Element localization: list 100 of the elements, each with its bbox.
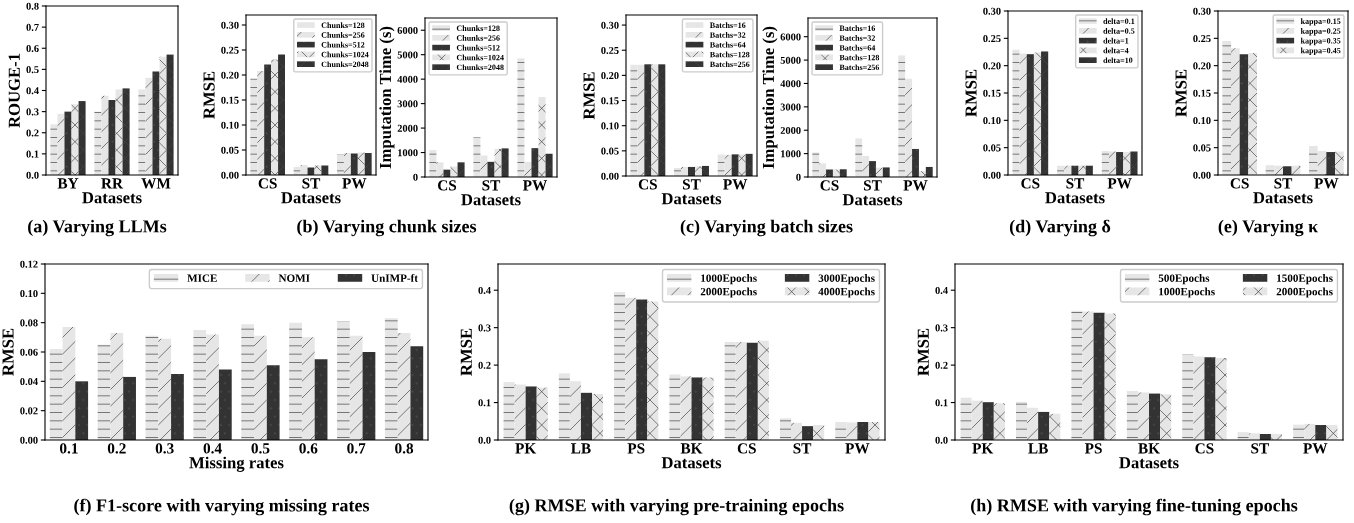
y-tick-label: 0.3 <box>935 324 948 332</box>
y-tick-label: 0.0 <box>478 436 491 444</box>
bar <box>868 422 880 440</box>
bar <box>1116 152 1124 175</box>
bar <box>651 64 659 176</box>
x-tick-label: 0.3 <box>155 443 174 454</box>
legend-label: 3000Epochs <box>818 274 875 285</box>
legend-label: 1000Epochs <box>1159 287 1215 298</box>
bar <box>429 150 437 177</box>
bar <box>1222 41 1231 175</box>
bar <box>538 97 546 177</box>
legend-label: Batchs=32 <box>709 32 746 38</box>
bar <box>410 346 424 440</box>
x-tick-label: PK <box>972 443 994 454</box>
y-tick-label: 0.15 <box>601 97 619 105</box>
bar <box>62 327 76 440</box>
y-tick-label: 0.04 <box>20 378 38 386</box>
x-tick-label: BY <box>57 178 79 189</box>
legend-label: Chunks=2048 <box>321 61 369 68</box>
text: (b) Varying chunk sizes <box>297 219 477 237</box>
bar <box>637 64 645 176</box>
bar <box>531 148 539 177</box>
x-tick-label: ST <box>1274 178 1293 189</box>
y-tick-label: 2000 <box>397 124 418 132</box>
y-tick-label: 0.10 <box>983 117 1001 125</box>
bar <box>905 78 913 177</box>
legend-label: Batchs=128 <box>709 51 750 58</box>
bar <box>362 352 376 440</box>
y-tick-label: 0.1 <box>478 399 491 407</box>
y-tick-label: 0.2 <box>26 129 39 137</box>
x-tick-label: CS <box>1230 178 1249 189</box>
y-tick-label: 0.20 <box>601 72 619 80</box>
y-tick-label: 0.4 <box>478 286 491 294</box>
y-tick-label: 0.5 <box>26 66 39 74</box>
y-tick-label: 0.0 <box>935 436 948 444</box>
y-tick-label: 0.00 <box>1193 171 1211 179</box>
x-tick-label: BK <box>680 443 703 454</box>
bar <box>436 162 444 177</box>
bar <box>869 161 876 177</box>
bar <box>1071 165 1079 175</box>
bar <box>855 138 863 177</box>
bar <box>57 113 65 175</box>
y-tick-label: 0.05 <box>601 147 619 155</box>
bar <box>791 422 803 440</box>
bar <box>524 161 532 177</box>
legend-label: Batchs=128 <box>839 54 880 61</box>
legend-label: Batchs=32 <box>839 35 875 41</box>
bar <box>536 387 548 440</box>
bar <box>110 332 124 440</box>
x-axis-title: Datasets <box>661 193 722 205</box>
x-tick-label: PW <box>845 443 870 454</box>
bar <box>1239 54 1249 175</box>
bar <box>289 322 302 440</box>
bar <box>717 154 725 176</box>
bar <box>738 154 746 176</box>
bar <box>337 321 350 440</box>
bar <box>591 393 604 440</box>
x-tick-label: 0.4 <box>203 443 222 454</box>
y-tick-label: 0.30 <box>601 21 619 29</box>
legend-label: Chunks=1024 <box>456 54 504 61</box>
bar <box>960 397 972 440</box>
bar <box>1104 313 1116 440</box>
bar <box>819 163 827 177</box>
bar <box>166 54 174 175</box>
y-tick-label: 0.8 <box>26 2 39 10</box>
bar <box>731 154 739 176</box>
legend-label: MICE <box>187 274 217 282</box>
bar <box>993 403 1005 440</box>
bar <box>545 153 553 177</box>
bar <box>1160 394 1172 440</box>
y-tick-label: 0.1 <box>26 150 39 158</box>
x-axis-title: Datasets <box>842 194 903 206</box>
bar <box>680 376 692 440</box>
bar <box>1326 152 1335 175</box>
text: (f) F1-score with varying missing rates <box>74 498 370 516</box>
bar <box>97 344 111 440</box>
bar <box>757 340 769 440</box>
y-axis-title: ROUGE-1 <box>8 53 20 128</box>
bar <box>862 155 870 177</box>
bar <box>1315 425 1327 440</box>
bar <box>1093 312 1105 440</box>
y-tick-label: 1000 <box>398 149 418 157</box>
y-tick-label: 0.06 <box>20 348 38 356</box>
legend-label: NOMI <box>278 274 310 282</box>
bar <box>397 332 411 440</box>
y-tick-label: 0.15 <box>1193 89 1211 97</box>
y-tick-label: 0.08 <box>20 319 38 327</box>
legend-label: delta=1 <box>1103 37 1129 44</box>
bar <box>812 152 820 177</box>
y-tick-label: 0.15 <box>221 96 239 104</box>
y-tick-label: 0.20 <box>1193 62 1211 70</box>
legend-label: delta=10 <box>1103 57 1133 64</box>
x-tick-label: ST <box>302 178 321 189</box>
x-tick-label: 0.6 <box>299 443 318 454</box>
y-tick-label: 0.25 <box>983 35 1001 43</box>
y-axis-title: Imputation Time (s) <box>762 26 778 169</box>
bar <box>349 335 363 440</box>
x-tick-label: PW <box>723 179 748 190</box>
bar <box>1108 151 1117 175</box>
y-axis-title: RMSE <box>2 328 14 376</box>
